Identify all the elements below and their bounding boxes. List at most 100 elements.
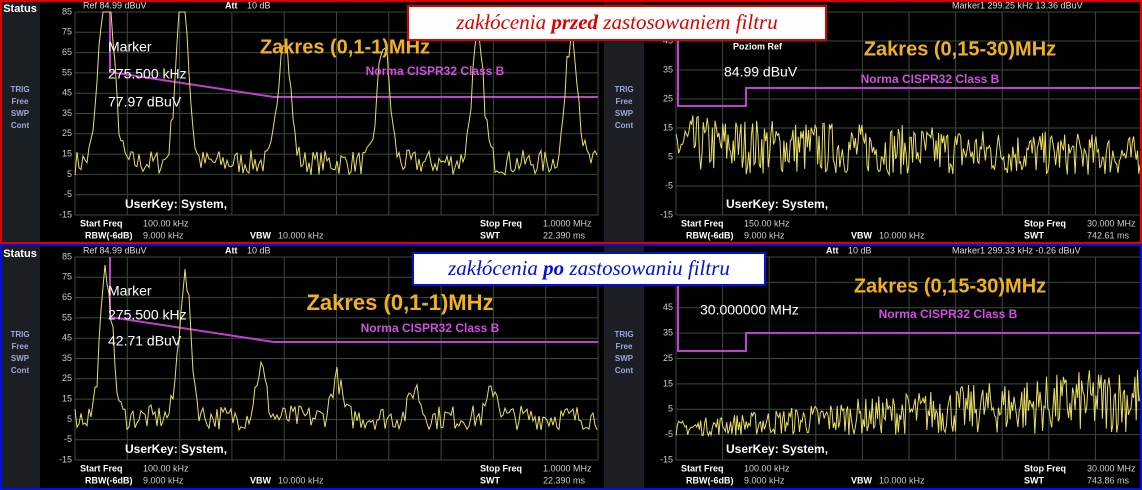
sidebar-label: Status — [3, 248, 37, 260]
sidebar-label: TRIG — [10, 85, 29, 94]
y-tick-label: 25 — [663, 93, 673, 103]
att-value: 10 dB — [247, 245, 271, 255]
stop-value: 30.000 MHz — [1087, 463, 1136, 473]
norm-label: Norma CISPR32 Class B — [361, 321, 500, 335]
y-tick-label: 75 — [62, 27, 72, 37]
screenshot: StatusTRIGFreeSWPCont85756555453525155-5… — [0, 0, 1142, 490]
vbw-value: 10.000 kHz — [879, 230, 925, 240]
rbw-label: RBW(-6dB) — [686, 230, 734, 240]
y-tick-label: 5 — [67, 169, 72, 179]
y-tick-label: 15 — [62, 148, 72, 158]
sidebar-label: Status — [3, 3, 37, 15]
stop-value: 30.000 MHz — [1087, 218, 1136, 228]
start-label: Start Freq — [681, 218, 724, 228]
ref-level: Ref 84.99 dBuV — [83, 245, 147, 255]
y-tick-label: 65 — [62, 47, 72, 57]
y-tick-label: 25 — [62, 128, 72, 138]
rbw-value: 9.000 kHz — [143, 475, 184, 485]
start-label: Start Freq — [681, 463, 724, 473]
marker-text: Poziom Ref — [733, 41, 783, 51]
y-tick-label: 45 — [62, 88, 72, 98]
y-tick-label: 45 — [62, 333, 72, 343]
caption-part: zastosowaniu filtru — [564, 256, 730, 280]
y-tick-label: 55 — [62, 312, 72, 322]
caption-part: przed — [549, 10, 598, 34]
start-label: Start Freq — [80, 463, 123, 473]
rbw-label: RBW(-6dB) — [686, 475, 734, 485]
range-label: Zakres (0,1-1)MHz — [260, 36, 430, 58]
y-tick-label: -15 — [660, 209, 673, 219]
y-tick-label: 85 — [62, 251, 72, 261]
start-value: 150.00 kHz — [744, 218, 790, 228]
caption-part: zakłócenia — [447, 256, 543, 280]
stop-value: 1.0000 MHz — [543, 463, 592, 473]
vbw-value: 10.000 kHz — [278, 230, 324, 240]
sidebar-label: TRIG — [614, 330, 633, 339]
rbw-value: 9.000 kHz — [744, 475, 785, 485]
range-label: Zakres (0,1-1)MHz — [306, 290, 493, 315]
swt-value: 743.86 ms — [1087, 475, 1130, 485]
sidebar-label: Cont — [11, 121, 30, 130]
sidebar-label: Cont — [615, 121, 634, 130]
y-tick-label: -5 — [665, 180, 673, 190]
caption-part: zakłócenia — [455, 10, 551, 34]
sidebar-label: TRIG — [614, 85, 633, 94]
sidebar-label: Free — [12, 97, 29, 106]
y-tick-label: 35 — [663, 328, 673, 338]
swt-value: 742.61 ms — [1087, 230, 1130, 240]
norm-label: Norma CISPR32 Class B — [861, 72, 1000, 86]
sidebar-label: Free — [12, 342, 29, 351]
swt-value: 22.390 ms — [543, 230, 586, 240]
sidebar-label: SWP — [615, 109, 634, 118]
rbw-label: RBW(-6dB) — [85, 475, 133, 485]
y-tick-label: 5 — [668, 151, 673, 161]
sidebar-label: SWP — [11, 109, 30, 118]
userkey: UserKey: System, — [726, 442, 828, 456]
marker-text: 30.000000 MHz — [700, 302, 799, 318]
vbw-value: 10.000 kHz — [879, 475, 925, 485]
range-label: Zakres (0,15-30)MHz — [854, 275, 1046, 297]
att-label: Att — [826, 245, 839, 255]
y-tick-label: -15 — [660, 454, 673, 464]
y-tick-label: 5 — [67, 414, 72, 424]
norm-label: Norma CISPR32 Class B — [879, 307, 1018, 321]
vbw-label: VBW — [250, 230, 272, 240]
marker-text: 42.71 dBuV — [108, 333, 182, 349]
vbw-label: VBW — [851, 230, 873, 240]
caption: zakłócenia przed zastosowaniem filtru — [455, 10, 777, 34]
stop-label: Stop Freq — [480, 463, 522, 473]
range-label: Zakres (0,15-30)MHz — [864, 38, 1056, 60]
swt-label: SWT — [1024, 230, 1044, 240]
caption-part: zastosowaniem filtru — [598, 10, 778, 34]
marker-text: Marker — [108, 283, 152, 299]
y-tick-label: 35 — [663, 64, 673, 74]
stop-value: 1.0000 MHz — [543, 218, 592, 228]
swt-value: 22.390 ms — [543, 475, 586, 485]
rbw-label: RBW(-6dB) — [85, 230, 133, 240]
vbw-label: VBW — [250, 475, 272, 485]
y-tick-label: 45 — [663, 302, 673, 312]
userkey: UserKey: System, — [125, 197, 227, 211]
start-value: 100.00 kHz — [143, 218, 189, 228]
marker-text: 275.500 kHz — [108, 66, 187, 82]
y-tick-label: 65 — [62, 292, 72, 302]
start-value: 100.00 kHz — [143, 463, 189, 473]
vbw-value: 10.000 kHz — [278, 475, 324, 485]
y-tick-label: 15 — [663, 122, 673, 132]
swt-label: SWT — [480, 230, 500, 240]
start-value: 100.00 kHz — [744, 463, 790, 473]
marker-header: Marker1 299.33 kHz -0.26 dBuV — [952, 245, 1081, 255]
userkey: UserKey: System, — [125, 442, 227, 456]
y-tick-label: -15 — [59, 454, 72, 464]
y-tick-label: -5 — [64, 189, 72, 199]
stop-label: Stop Freq — [480, 218, 522, 228]
y-tick-label: 25 — [663, 353, 673, 363]
y-tick-label: 75 — [62, 272, 72, 282]
rbw-value: 9.000 kHz — [744, 230, 785, 240]
y-tick-label: 25 — [62, 373, 72, 383]
y-tick-label: 35 — [62, 353, 72, 363]
y-tick-label: -5 — [64, 434, 72, 444]
y-tick-label: -5 — [665, 429, 673, 439]
sidebar-label: SWP — [615, 354, 634, 363]
y-tick-label: 5 — [668, 404, 673, 414]
